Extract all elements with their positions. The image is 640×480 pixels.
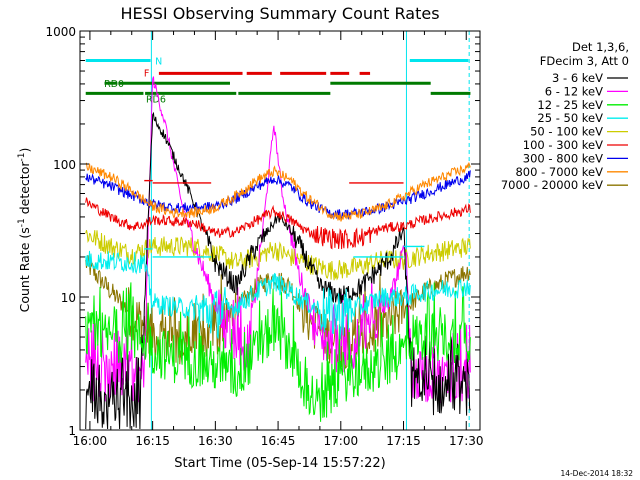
x-tick-label: 16:45 <box>261 434 296 448</box>
series-25-50-kev <box>85 250 471 340</box>
chart-title: HESSI Observing Summary Count Rates <box>120 4 439 23</box>
x-tick-label: 17:30 <box>449 434 484 448</box>
plot-frame <box>79 30 481 431</box>
y-tick-label: 10 <box>61 291 76 305</box>
y-axis-label-end: ) <box>17 148 32 153</box>
legend-label: 100 - 300 keV <box>523 138 603 152</box>
datestamp: 14-Dec-2014 18:32 <box>560 469 633 478</box>
x-tick-label: 16:30 <box>198 434 233 448</box>
legend-header-line-1: Det 1,3,6, <box>572 40 629 54</box>
axes: 16:00 16:15 16:30 16:45 17:00 17:15 17:30 1 10 10… <box>45 25 483 448</box>
series-100-300-kev <box>85 197 471 250</box>
plot-area: NF RD0 RD6 <box>85 31 471 430</box>
y-axis-label-sup1: -1 <box>17 218 27 227</box>
y-tick-label: 100 <box>53 158 76 172</box>
legend-label: 800 - 7000 keV <box>515 165 603 179</box>
legend-label: 12 - 25 keV <box>537 98 603 112</box>
y-axis-label-mid: detector <box>17 161 32 219</box>
y-tick-label: 1 <box>68 424 76 438</box>
flag-label-n: N <box>155 57 162 68</box>
legend-header-line-2: FDecim 3, Att 0 <box>540 54 629 68</box>
x-axis-label: Start Time (05-Sep-14 15:57:22) <box>174 456 385 471</box>
legend-label: 7000 - 20000 keV <box>501 178 603 192</box>
x-tick-label: 16:15 <box>135 434 170 448</box>
series-12-25-kev <box>85 282 471 422</box>
y-tick-label: 1000 <box>45 25 76 39</box>
x-tick-label: 16:00 <box>73 434 108 448</box>
series-50-100-kev <box>85 229 471 281</box>
flag-label-rd0: RD0 <box>104 79 124 90</box>
legend-label: 50 - 100 keV <box>530 125 603 139</box>
x-tick-label: 17:00 <box>324 434 359 448</box>
flag-label-f: F <box>144 68 149 79</box>
x-tick-label: 17:15 <box>386 434 421 448</box>
y-axis-label: Count Rate (s-1 detector-1) <box>17 148 32 313</box>
y-axis-label-sup2: -1 <box>17 153 27 162</box>
series-800-7000-kev <box>85 162 471 222</box>
flag-label-rd6: RD6 <box>146 94 166 105</box>
legend-label: 25 - 50 keV <box>537 111 603 125</box>
legend-label: 3 - 6 keV <box>552 71 603 85</box>
legend-label: 300 - 800 keV <box>523 151 603 165</box>
legend-label: 6 - 12 keV <box>545 84 603 98</box>
series-300-800-kev <box>85 170 471 221</box>
